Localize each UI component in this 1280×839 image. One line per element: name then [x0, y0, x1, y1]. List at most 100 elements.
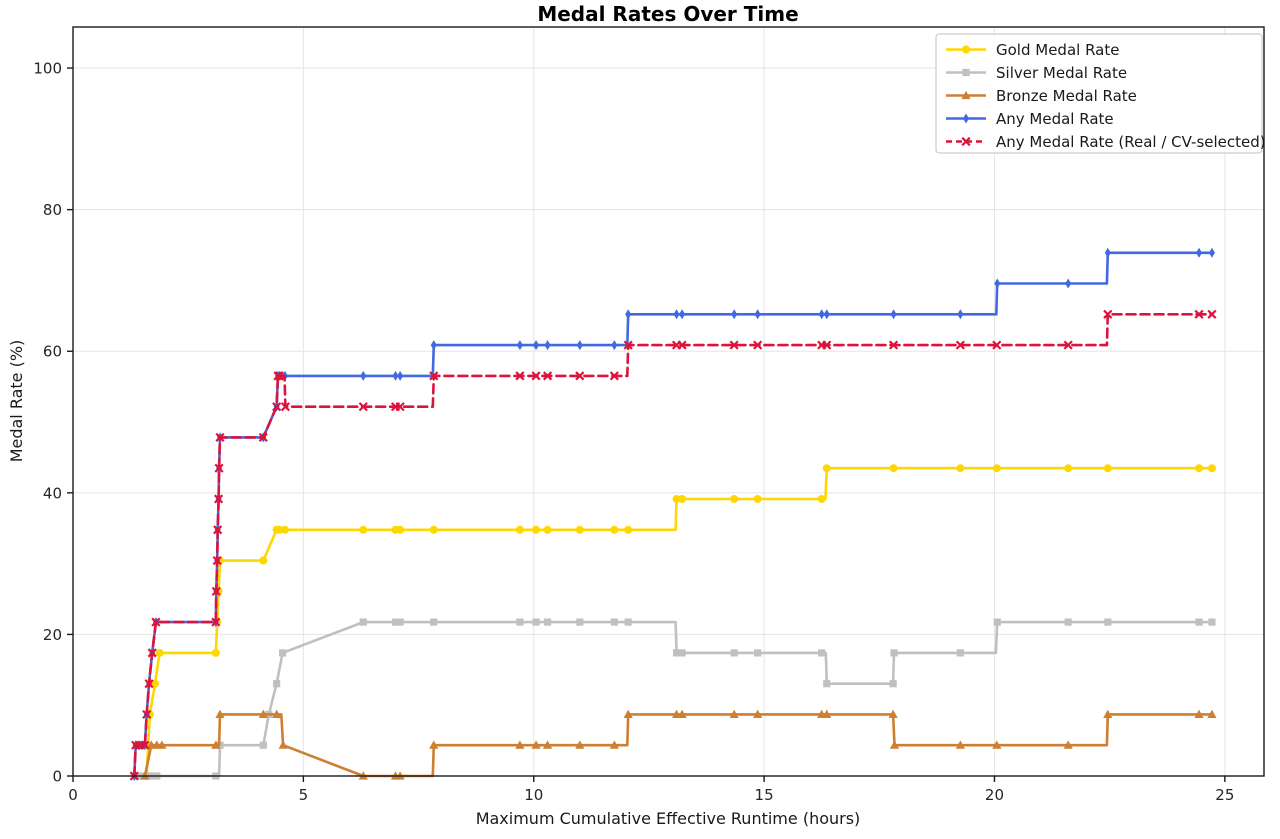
data-point-marker: [678, 649, 686, 657]
data-point-marker: [531, 740, 541, 749]
plot-border: [72, 26, 1265, 777]
data-point-marker: [515, 371, 525, 381]
data-point-marker: [624, 525, 633, 534]
data-point-marker: [753, 709, 763, 719]
data-point-marker: [430, 618, 438, 626]
data-point-marker: [275, 525, 284, 534]
data-point-marker: [259, 741, 267, 749]
data-point-marker: [992, 740, 1002, 749]
data-point-marker: [1063, 740, 1073, 749]
data-point-marker: [729, 709, 739, 719]
data-point-marker: [575, 371, 585, 381]
data-point-marker: [610, 618, 618, 626]
data-point-marker: [1104, 247, 1111, 258]
data-point-marker: [515, 740, 525, 749]
data-point-marker: [142, 709, 152, 719]
x-tick-label: 25: [1215, 786, 1234, 804]
data-point-marker: [358, 402, 368, 412]
data-point-marker: [955, 740, 965, 749]
data-point-marker: [889, 464, 898, 473]
y-axis-label: Medal Rate (%): [7, 340, 26, 463]
data-point-marker: [211, 648, 220, 657]
data-point-marker: [391, 618, 400, 626]
data-point-marker: [155, 648, 164, 657]
data-point-marker: [730, 649, 738, 657]
legend-swatch-marker: [962, 68, 970, 77]
legend-swatch-marker: [961, 136, 971, 147]
data-point-marker: [429, 371, 439, 381]
y-tick-label: 80: [43, 201, 62, 219]
legend-swatch-marker: [962, 45, 970, 54]
data-point-marker: [673, 309, 680, 320]
data-point-marker: [818, 309, 825, 320]
y-tick-label: 40: [43, 484, 62, 502]
data-point-marker: [144, 679, 154, 689]
series-line: [133, 251, 1214, 778]
data-point-marker: [623, 709, 633, 719]
data-point-marker: [274, 371, 284, 381]
data-point-marker: [956, 464, 965, 473]
series-bronze-medal-rate: [140, 709, 1217, 780]
legend-item: Gold Medal Rate: [946, 41, 1119, 59]
series-lines: [129, 247, 1217, 781]
series-any-medal-rate: [131, 247, 1215, 781]
data-point-marker: [1104, 618, 1112, 626]
data-point-marker: [396, 525, 405, 534]
data-point-marker: [677, 709, 687, 719]
y-tick-label: 100: [33, 60, 62, 78]
data-point-marker: [258, 432, 268, 442]
legend-label: Silver Medal Rate: [996, 64, 1127, 82]
legend-item: Bronze Medal Rate: [946, 87, 1137, 105]
data-point-marker: [754, 309, 761, 320]
data-point-marker: [575, 740, 585, 749]
data-point-marker: [395, 402, 405, 412]
data-point-marker: [956, 649, 964, 657]
data-point-marker: [1207, 464, 1216, 473]
data-point-marker: [994, 278, 1001, 289]
data-point-marker: [213, 525, 223, 535]
data-point-marker: [214, 494, 224, 504]
data-point-marker: [211, 740, 221, 749]
data-point-marker: [625, 309, 632, 320]
data-point-marker: [211, 586, 221, 596]
data-point-marker: [992, 464, 1001, 473]
data-point-marker: [889, 740, 900, 749]
data-point-marker: [609, 371, 619, 381]
data-point-marker: [672, 494, 681, 503]
data-point-marker: [677, 340, 687, 350]
data-point-marker: [955, 340, 965, 350]
legend-label: Gold Medal Rate: [996, 41, 1119, 59]
data-point-marker: [611, 340, 618, 351]
y-tick-label: 0: [52, 768, 62, 786]
data-point-marker: [430, 340, 437, 351]
data-point-marker: [542, 740, 553, 749]
data-point-marker: [272, 709, 282, 719]
x-tick-label: 15: [755, 786, 774, 804]
x-tick-label: 5: [299, 786, 309, 804]
data-point-marker: [544, 340, 551, 351]
data-point-marker: [678, 494, 687, 503]
data-point-marker: [1064, 618, 1072, 626]
data-point-marker: [822, 709, 832, 719]
data-point-marker: [278, 740, 288, 749]
data-point-marker: [823, 680, 831, 688]
data-point-marker: [151, 617, 161, 627]
data-point-marker: [1208, 247, 1215, 258]
data-point-marker: [258, 709, 268, 719]
data-point-marker: [543, 525, 552, 534]
data-point-marker: [1207, 309, 1217, 319]
legend-swatch-marker: [961, 90, 971, 100]
x-tick-label: 10: [524, 786, 543, 804]
data-point-marker: [1064, 464, 1073, 473]
data-point-marker: [576, 618, 584, 626]
data-point-marker: [730, 494, 739, 503]
data-point-marker: [609, 740, 619, 749]
legend-label: Any Medal Rate: [996, 110, 1114, 128]
legend-swatch-marker: [963, 113, 969, 124]
data-point-marker: [542, 371, 553, 381]
data-point-marker: [359, 618, 367, 626]
data-point-marker: [360, 370, 367, 381]
data-point-marker: [818, 649, 826, 657]
data-point-marker: [157, 740, 167, 749]
